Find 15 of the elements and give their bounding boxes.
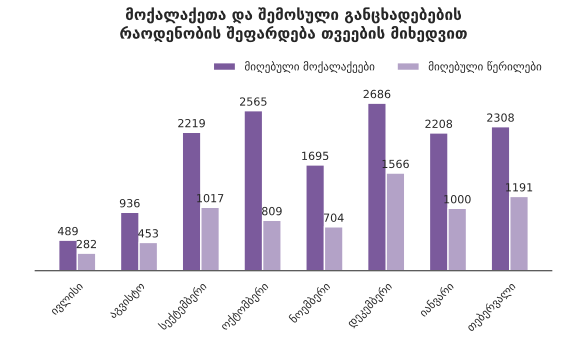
- data-label: 2208: [425, 120, 452, 128]
- data-label: 809: [262, 206, 282, 216]
- legend-label: მიღებული მოქალაქეები: [244, 61, 374, 74]
- data-label: 704: [324, 213, 344, 222]
- data-label: 2219: [178, 118, 205, 128]
- data-label: 2308: [487, 113, 514, 122]
- data-label: 936: [120, 199, 140, 208]
- data-label: 282: [76, 240, 96, 248]
- chart-title: მოქალაქეთა და შემოსული განცხადებების რაოდენობის შეფარდება თვეების მიხედვით: [120, 7, 467, 42]
- data-label: 2686: [364, 90, 390, 98]
- data-label: 453: [138, 229, 158, 238]
- data-label: 489: [58, 226, 78, 236]
- data-label: 1695: [302, 152, 328, 160]
- data-label: 2565: [240, 97, 267, 106]
- legend-label: მიღებული წერილები: [428, 61, 542, 74]
